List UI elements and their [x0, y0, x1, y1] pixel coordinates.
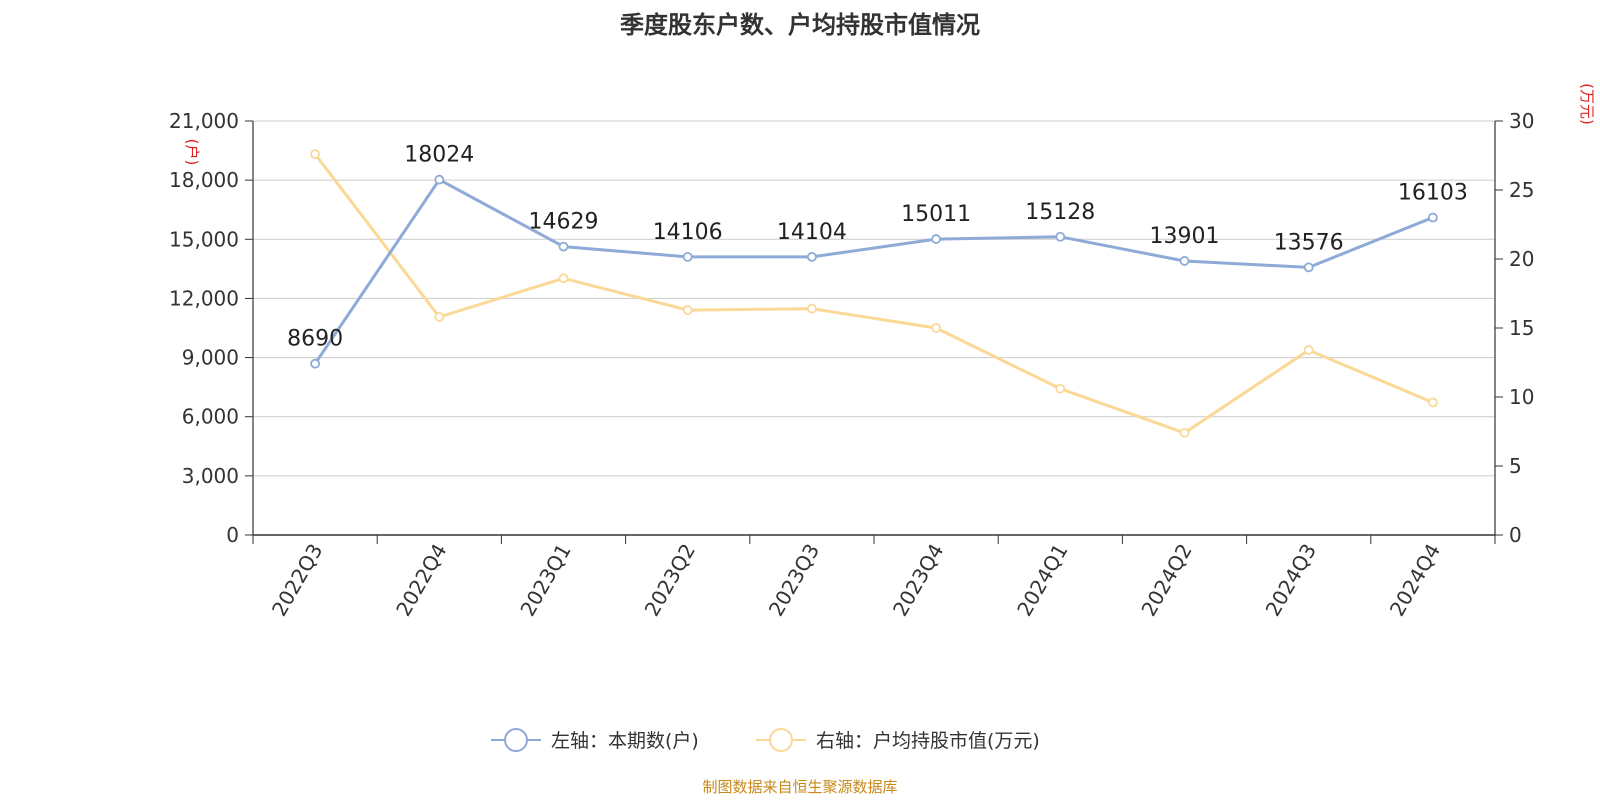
series-lines	[313, 153, 1434, 435]
data-point[interactable]	[1179, 256, 1190, 266]
legend-item-avg-value[interactable]: 右轴：户均持股市值(万元)	[756, 728, 1040, 752]
data-point[interactable]	[1428, 397, 1438, 408]
data-point[interactable]	[310, 358, 321, 369]
legend-item-shareholders[interactable]: 左轴：本期数(户)	[491, 728, 699, 752]
x-axis-tick-label: 2024Q4	[1385, 540, 1445, 621]
left-axis-tick-label: 21,000	[169, 109, 239, 133]
data-label: 13901	[1150, 224, 1220, 249]
grid-lines	[253, 120, 1495, 477]
data-point[interactable]	[310, 149, 321, 160]
left-axis-tick-label: 12,000	[169, 286, 239, 310]
data-point[interactable]	[931, 234, 941, 244]
left-axis-tick-label: 15,000	[169, 227, 239, 251]
data-point[interactable]	[931, 323, 941, 333]
data-label: 15128	[1025, 200, 1095, 225]
right-axis-tick-label: 25	[1509, 178, 1534, 202]
x-axis-tick-label: 2023Q3	[764, 540, 824, 621]
left-axis-tick-label: 6,000	[182, 405, 239, 429]
data-point[interactable]	[1179, 427, 1190, 438]
data-point[interactable]	[1303, 262, 1314, 273]
series-points	[310, 149, 1438, 438]
data-point[interactable]	[558, 241, 569, 252]
data-point[interactable]	[1303, 345, 1314, 355]
right-axis-tick-label: 30	[1509, 109, 1534, 133]
x-axis: 2022Q3 2022Q4 2023Q1 2023Q2 2023Q3 2023Q4 2024…	[252, 534, 1496, 621]
data-point[interactable]	[807, 303, 817, 314]
data-point[interactable]	[1055, 231, 1066, 242]
series-line-shareholders	[313, 178, 1434, 365]
left-axis-tick-label: 0	[226, 523, 239, 547]
x-axis-tick-label: 2024Q3	[1261, 540, 1321, 621]
data-label: 13576	[1274, 230, 1344, 255]
data-point[interactable]	[558, 273, 569, 284]
data-point[interactable]	[682, 252, 693, 262]
right-axis-tick-label: 5	[1509, 454, 1522, 478]
right-axis-unit-label: (万元)	[1578, 83, 1596, 125]
data-point[interactable]	[434, 174, 445, 185]
right-axis-tick-label: 10	[1509, 385, 1534, 409]
x-axis-tick-label: 2023Q1	[515, 540, 575, 621]
data-label: 8690	[287, 327, 343, 352]
legend-label-avg-value: 右轴：户均持股市值(万元)	[816, 730, 1040, 752]
x-axis-tick-label: 2023Q4	[888, 540, 948, 621]
data-point[interactable]	[434, 312, 445, 322]
data-label: 14106	[653, 220, 723, 245]
data-point[interactable]	[1055, 383, 1066, 394]
data-label: 15011	[901, 202, 971, 227]
x-axis-tick-label: 2024Q2	[1136, 540, 1196, 621]
data-label: 18024	[404, 143, 474, 168]
source-note: 制图数据来自恒生聚源数据库	[702, 778, 897, 796]
data-labels: 8690 18024 14629 14106 14104 15011 15128 13901 1…	[287, 143, 1468, 352]
legend-label-shareholders: 左轴：本期数(户)	[551, 730, 699, 752]
left-axis-tick-label: 18,000	[169, 168, 239, 192]
data-point[interactable]	[807, 252, 817, 262]
right-axis-tick-label: 0	[1509, 523, 1522, 547]
legend-swatch-marker-shareholders	[504, 728, 528, 752]
data-point[interactable]	[1428, 212, 1438, 223]
x-axis-tick-label: 2023Q2	[640, 540, 700, 621]
data-label: 16103	[1398, 181, 1468, 206]
data-point[interactable]	[682, 305, 693, 315]
left-axis: 0 3,000 6,000 9,000 12,000 15,000 18,000 21,000	[169, 109, 254, 547]
data-label: 14629	[529, 210, 599, 235]
right-axis: 0 5 10 15 20 25 30	[1494, 109, 1534, 547]
left-axis-tick-label: 9,000	[182, 346, 239, 370]
left-axis-unit-label: (户)	[183, 139, 201, 166]
legend-swatch-marker-avg-value	[769, 728, 793, 752]
x-axis-tick-label: 2022Q4	[391, 540, 451, 621]
right-axis-tick-label: 20	[1509, 247, 1534, 271]
chart-title: 季度股东户数、户均持股市值情况	[620, 11, 980, 39]
data-label: 14104	[777, 220, 847, 245]
x-axis-tick-label: 2024Q1	[1012, 540, 1072, 621]
left-axis-tick-label: 3,000	[182, 464, 239, 488]
x-axis-tick-label: 2022Q3	[267, 540, 327, 621]
series-line-avg-value	[313, 153, 1434, 435]
legend: 左轴：本期数(户) 右轴：户均持股市值(万元)	[491, 728, 1040, 752]
right-axis-tick-label: 15	[1509, 316, 1534, 340]
